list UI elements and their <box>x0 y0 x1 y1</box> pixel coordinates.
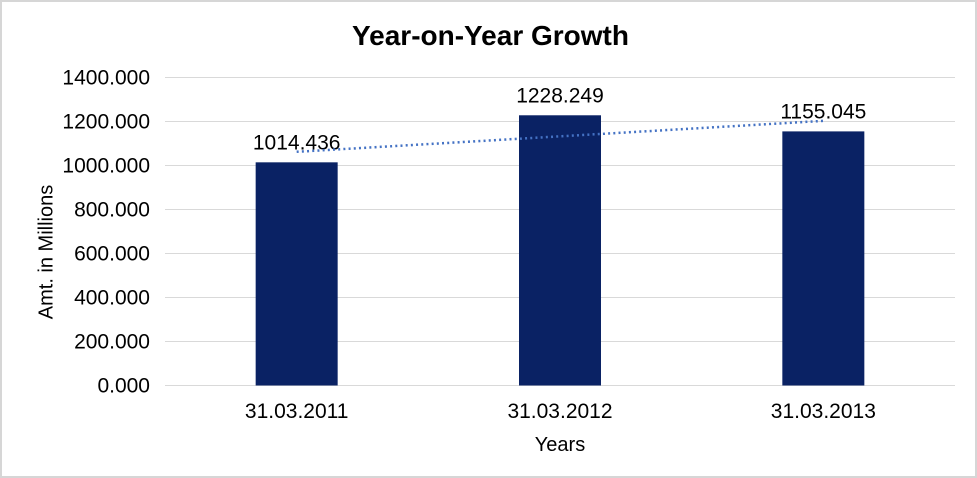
chart-title: Year-on-Year Growth <box>352 20 629 51</box>
y-tick-label: 800.000 <box>74 199 150 222</box>
y-tick-label: 1400.000 <box>62 67 150 90</box>
x-tick-label: 31.03.2013 <box>771 400 876 423</box>
bar <box>782 131 865 386</box>
bar <box>519 115 601 386</box>
y-tick-label: 400.000 <box>74 287 150 310</box>
y-tick-label: 200.000 <box>74 331 150 354</box>
bar <box>255 162 338 386</box>
y-tick-label: 1000.000 <box>62 155 150 178</box>
x-tick-label: 31.03.2011 <box>245 400 349 423</box>
bar-value-label: 1155.045 <box>780 100 866 123</box>
x-axis-title: Years <box>534 434 586 456</box>
bar-value-label: 1014.436 <box>253 131 341 154</box>
bar-value-label: 1228.249 <box>516 84 604 107</box>
y-tick-label: 1200.000 <box>62 111 150 134</box>
y-tick-label: 0.000 <box>97 375 150 398</box>
x-tick-label: 31.03.2012 <box>507 400 612 423</box>
y-tick-label: 600.000 <box>74 243 150 266</box>
